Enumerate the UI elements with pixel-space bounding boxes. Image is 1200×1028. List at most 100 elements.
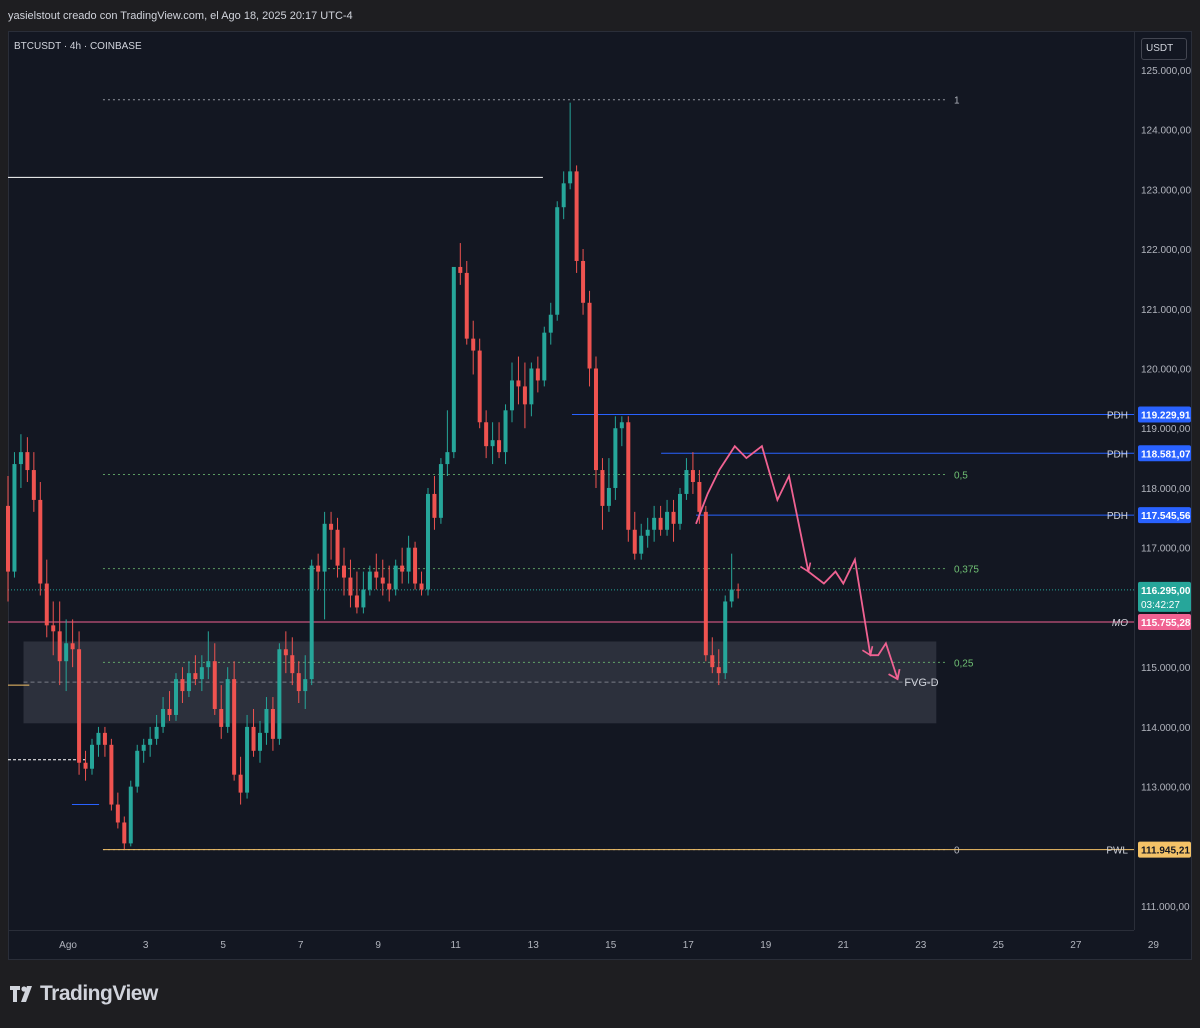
candle-body	[380, 577, 385, 584]
candle-body	[677, 493, 682, 524]
y-tick-label: 119.000,00	[1141, 424, 1191, 435]
price-tag-pdh-bg	[1138, 445, 1191, 462]
current-price-tag-bg	[1138, 581, 1191, 612]
candle-body	[710, 655, 715, 668]
candle-body	[393, 565, 398, 590]
candle-body	[329, 523, 334, 530]
candle-body	[445, 452, 450, 465]
candle-body	[296, 673, 301, 692]
candle-body	[419, 583, 424, 590]
candle-body	[12, 464, 17, 572]
candle-body	[425, 493, 430, 590]
candle-body	[303, 679, 308, 692]
candle-body	[464, 272, 469, 339]
candle-body	[522, 386, 527, 405]
candle-body	[70, 643, 75, 650]
candle-body	[257, 732, 262, 751]
candle-body	[238, 774, 243, 793]
level-label: PDH	[1107, 511, 1128, 522]
candle-body	[283, 649, 288, 656]
candle-body	[83, 762, 88, 769]
candle-body	[535, 368, 540, 381]
price-tag-pdh-text: 118.581,07	[1141, 449, 1191, 460]
candle-body	[141, 744, 146, 751]
candle-body	[729, 589, 734, 602]
x-tick-label: 23	[915, 940, 927, 951]
candle-body	[128, 786, 133, 844]
currency-selector[interactable]: USDT	[1141, 38, 1187, 60]
candle-body	[671, 511, 676, 524]
candle-body	[335, 529, 340, 566]
candle-body	[341, 565, 346, 578]
candle-body	[199, 667, 204, 680]
x-tick-label: 7	[298, 940, 304, 951]
candle-body	[568, 171, 573, 184]
candle-body	[484, 422, 489, 447]
tradingview-logo[interactable]: TradingView	[10, 980, 158, 1008]
x-tick-label: 15	[605, 940, 617, 951]
candle-body	[367, 571, 372, 590]
candle-body	[626, 422, 631, 530]
x-tick-label: 3	[143, 940, 149, 951]
candle-body	[458, 266, 463, 273]
candle-body	[180, 679, 185, 692]
projection-arrowhead	[862, 646, 874, 657]
candle-body	[96, 732, 101, 745]
level-label: PWL	[1106, 846, 1128, 857]
fib-label: 0,25	[954, 658, 974, 669]
candle-body	[684, 470, 689, 494]
candle-body	[232, 679, 237, 775]
candle-body	[264, 708, 269, 733]
chart-frame[interactable]	[8, 31, 1192, 960]
candle-body	[115, 804, 120, 823]
candle-body	[690, 470, 695, 482]
candle-body	[697, 481, 702, 512]
candle-body	[387, 583, 392, 590]
fib-label: 1	[954, 96, 960, 107]
candle-body	[548, 314, 553, 333]
y-tick-label: 123.000,00	[1141, 185, 1191, 196]
candle-body	[581, 260, 586, 303]
candle-body	[225, 679, 230, 727]
price-axis[interactable]	[1134, 31, 1193, 930]
price-tag-pdh-bg	[1138, 507, 1191, 524]
candle-body	[503, 410, 508, 453]
chart-caption: yasielstout creado con TradingView.com, …	[8, 10, 353, 22]
candle-body	[497, 440, 502, 453]
fib-label: 0,5	[954, 471, 968, 482]
y-tick-label: 115.000,00	[1141, 663, 1191, 674]
fib-label: 0	[954, 846, 960, 857]
time-axis[interactable]	[8, 930, 1134, 961]
candle-body	[639, 535, 644, 554]
tradingview-brand: TradingView	[40, 982, 158, 1005]
price-tag-pwl-bg	[1138, 841, 1191, 858]
projection-arrowhead	[888, 668, 901, 681]
candle-body	[186, 673, 191, 692]
candle-body	[206, 661, 211, 668]
candle-body	[77, 649, 82, 763]
candle-body	[44, 583, 49, 626]
level-label: PDH	[1107, 410, 1128, 421]
candle-body	[251, 726, 256, 751]
candle-body	[102, 732, 107, 745]
current-price-tag-countdown: 03:42:27	[1141, 600, 1180, 611]
candle-body	[477, 350, 482, 423]
x-tick-label: 21	[838, 940, 850, 951]
x-tick-label: 25	[993, 940, 1005, 951]
candle-body	[509, 380, 514, 411]
candle-body	[516, 380, 521, 387]
candle-body	[658, 517, 663, 530]
x-tick-label: 17	[683, 940, 695, 951]
candle-body	[51, 625, 56, 632]
symbol-label[interactable]: BTCUSDT · 4h · COINBASE	[14, 41, 142, 52]
candle-body	[148, 738, 153, 745]
candle-body	[361, 589, 366, 608]
price-tag-pdh-bg	[1138, 406, 1191, 423]
candle-body	[645, 529, 650, 536]
candle-body	[322, 523, 327, 572]
candle-body	[193, 673, 198, 680]
x-tick-label: 13	[528, 940, 540, 951]
candle-body	[290, 655, 295, 674]
candle-body	[6, 505, 10, 572]
